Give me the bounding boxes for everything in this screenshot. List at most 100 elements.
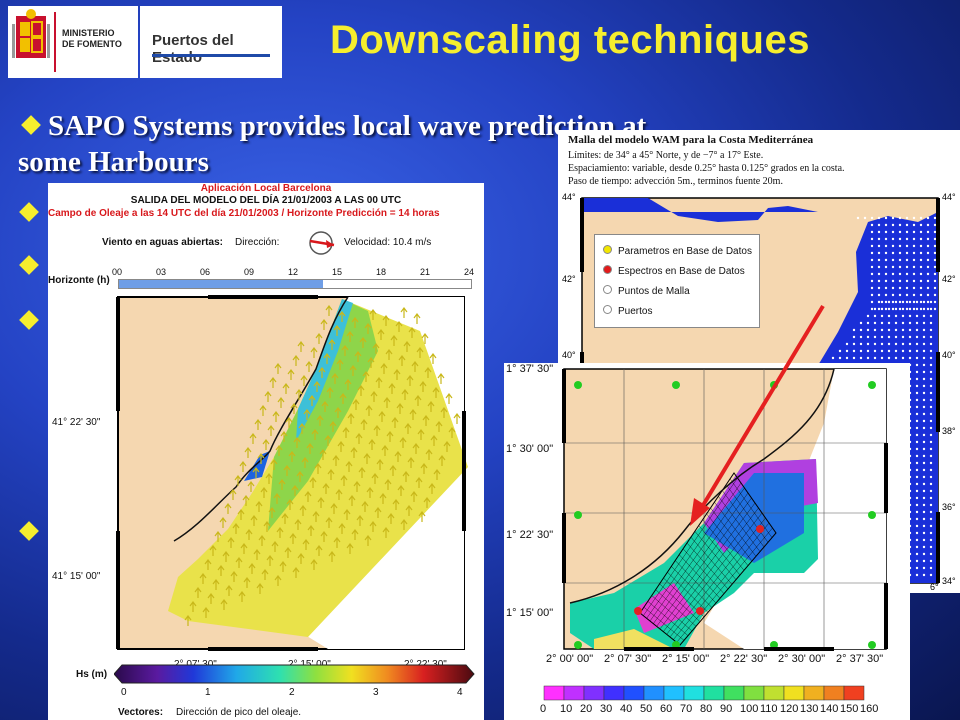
wave-vector-icon <box>304 491 312 502</box>
wave-vector-icon <box>334 407 342 418</box>
ministerio-logo: MINISTERIO DE FOMENTO <box>8 6 138 78</box>
inset-lat-tick: 1° 37' 30" <box>506 363 554 375</box>
wave-vector-icon <box>296 471 304 482</box>
wave-vector-icon <box>341 345 349 356</box>
wave-vector-icon <box>359 337 367 348</box>
wave-vector-icon <box>400 519 408 530</box>
wam-rlat-tick: 40° <box>942 350 956 360</box>
wave-vector-icon <box>224 503 232 514</box>
wave-vector-icon <box>352 399 360 410</box>
wave-vector-icon <box>260 487 268 498</box>
wave-vector-icon <box>286 499 294 510</box>
wave-vector-icon <box>270 459 278 470</box>
wam-rlat-tick: 34° <box>942 576 956 586</box>
wave-vector-icon <box>314 463 322 474</box>
wave-vector-icon <box>279 561 287 572</box>
wave-vector-icon <box>336 359 344 370</box>
wave-vector-icon <box>319 449 327 460</box>
wave-vector-icon <box>405 505 413 516</box>
wave-vector-icon <box>264 391 272 402</box>
sub-bullet-icon <box>19 310 39 330</box>
wave-vector-icon <box>428 483 436 494</box>
wave-vector-icon <box>394 451 402 462</box>
wave-vector-icon <box>301 457 309 468</box>
wave-vector-icon <box>256 583 264 594</box>
wave-vector-icon <box>435 421 443 432</box>
wave-vector-icon <box>346 543 354 554</box>
wave-vector-icon <box>412 443 420 454</box>
wave-vector-icon <box>219 517 227 528</box>
colorbar-tick: 3 <box>373 687 379 698</box>
wave-vector-icon <box>248 563 256 574</box>
wave-vector-icon <box>384 479 392 490</box>
wave-vector-icon <box>235 557 243 568</box>
wave-vector-icon <box>259 405 267 416</box>
legend-item: Espectros en Base de Datos <box>603 265 745 277</box>
bullet-line-1: SAPO Systems provides local wave predict… <box>48 110 647 142</box>
wave-vector-icon <box>353 481 361 492</box>
wave-vector-icon <box>385 349 393 360</box>
wam-title: Malla del modelo WAM para la Costa Medit… <box>568 134 814 146</box>
coat-of-arms-icon <box>12 9 56 72</box>
inset-colorbar-tick: 130 <box>800 703 819 715</box>
inset-lon-tick: 2° 07' 30" <box>604 653 652 665</box>
wave-vector-icon <box>295 389 303 400</box>
wave-vector-icon <box>399 437 407 448</box>
wave-vector-icon <box>249 433 257 444</box>
wave-vector-icon <box>199 573 207 584</box>
wave-vector-icon <box>351 317 359 328</box>
wave-vector-icon <box>393 369 401 380</box>
wave-vector-icon <box>343 509 351 520</box>
wave-vector-icon <box>376 459 384 470</box>
wave-vector-icon <box>322 483 330 494</box>
wave-vector-icon <box>366 487 374 498</box>
wave-vector-icon <box>284 547 292 558</box>
wave-vector-icon <box>338 311 346 322</box>
legend-dot-icon <box>603 305 612 314</box>
wave-vector-icon <box>388 383 396 394</box>
wave-vector-icon <box>351 529 359 540</box>
wave-vector-icon <box>262 439 270 450</box>
wave-vector-icon <box>333 537 341 548</box>
wave-vector-icon <box>229 489 237 500</box>
wam-legend: Parametros en Base de Datos Espectros en … <box>594 234 760 328</box>
wave-vector-icon <box>332 455 340 466</box>
wave-vector-icon <box>207 593 215 604</box>
wave-vector-icon <box>386 431 394 442</box>
inset-colorbar-tick: 20 <box>580 703 593 715</box>
wave-vector-icon <box>194 587 202 598</box>
wave-vector-icon <box>329 421 337 432</box>
colorbar-tick: 1 <box>205 687 211 698</box>
inset-lon-tick: 2° 00' 00" <box>546 653 594 665</box>
wave-vector-icon <box>212 579 220 590</box>
wave-vector-icon <box>331 373 339 384</box>
wave-vector-icon <box>379 493 387 504</box>
wave-vector-icon <box>254 419 262 430</box>
wind-direction-icon <box>309 231 335 255</box>
wave-vector-icon <box>403 341 411 352</box>
wave-vector-icon <box>409 409 417 420</box>
horizon-tick: 09 <box>244 267 255 277</box>
wave-vector-icon <box>427 401 435 412</box>
wave-vector-icon <box>252 467 260 478</box>
wave-vector-icon <box>363 453 371 464</box>
wave-vector-icon <box>245 529 253 540</box>
bullet-text: SAPO Systems provides local wave predict… <box>18 108 858 180</box>
hs-colorbar <box>114 664 475 684</box>
wave-vector-icon <box>416 347 424 358</box>
wave-vector-icon <box>184 615 192 626</box>
wave-vector-icon <box>204 559 212 570</box>
inset-colorbar-tick: 0 <box>540 703 547 715</box>
horizon-label: Horizonte (h) <box>48 275 110 286</box>
sub-bullet-icon <box>19 202 39 222</box>
wave-vector-icon <box>356 515 364 526</box>
inset-colorbar-tick: 60 <box>660 703 673 715</box>
wave-vector-icon <box>390 335 398 346</box>
field-line: Campo de Oleaje a las 14 UTC del día 21/… <box>48 208 440 219</box>
wave-vector-icon <box>289 533 297 544</box>
bullet-diamond-icon <box>21 115 41 135</box>
wave-vector-icon <box>328 339 336 350</box>
wave-vector-icon <box>268 507 276 518</box>
wave-vector-icon <box>367 357 375 368</box>
wave-vector-icon <box>346 331 354 342</box>
